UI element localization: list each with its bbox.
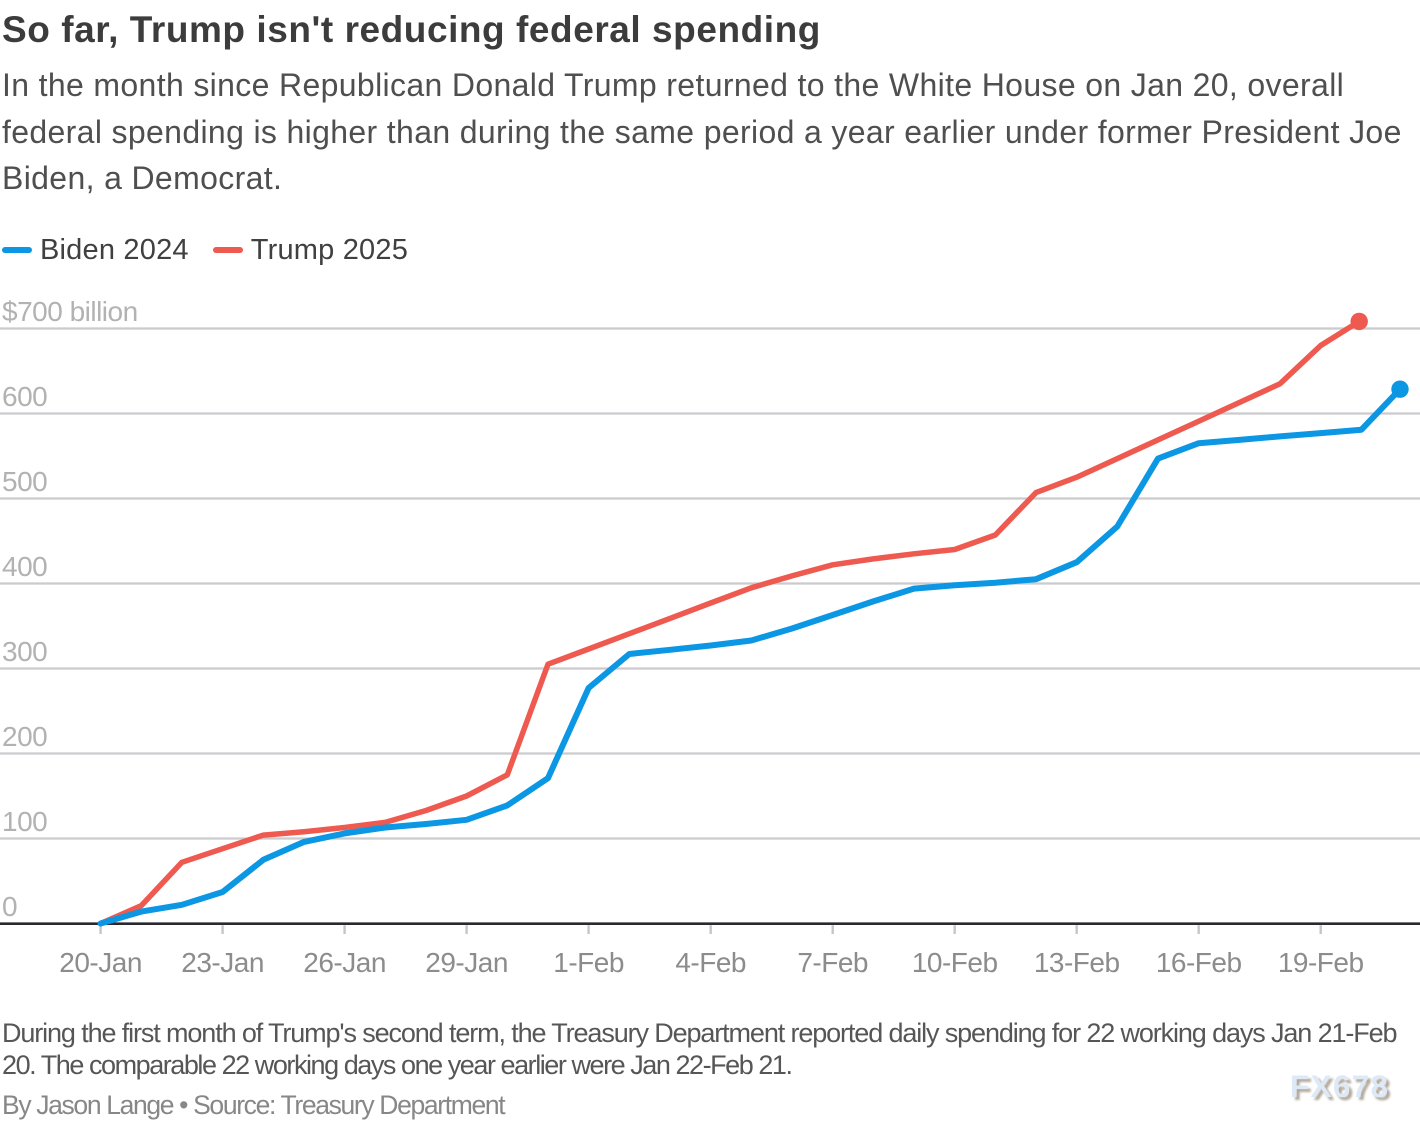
svg-text:$700 billion: $700 billion [2, 296, 138, 327]
svg-text:200: 200 [2, 721, 47, 752]
svg-text:20-Jan: 20-Jan [59, 947, 142, 978]
svg-text:7-Feb: 7-Feb [797, 947, 868, 978]
svg-text:1-Feb: 1-Feb [553, 947, 624, 978]
svg-text:100: 100 [2, 806, 47, 837]
svg-text:600: 600 [2, 381, 47, 412]
svg-text:19-Feb: 19-Feb [1278, 947, 1364, 978]
svg-text:300: 300 [2, 636, 47, 667]
svg-text:16-Feb: 16-Feb [1156, 947, 1242, 978]
svg-text:23-Jan: 23-Jan [181, 947, 264, 978]
svg-text:0: 0 [2, 891, 17, 922]
svg-text:400: 400 [2, 551, 47, 582]
svg-text:10-Feb: 10-Feb [912, 947, 998, 978]
svg-text:4-Feb: 4-Feb [675, 947, 746, 978]
svg-text:13-Feb: 13-Feb [1034, 947, 1120, 978]
svg-text:500: 500 [2, 466, 47, 497]
svg-text:29-Jan: 29-Jan [425, 947, 508, 978]
svg-text:26-Jan: 26-Jan [303, 947, 386, 978]
